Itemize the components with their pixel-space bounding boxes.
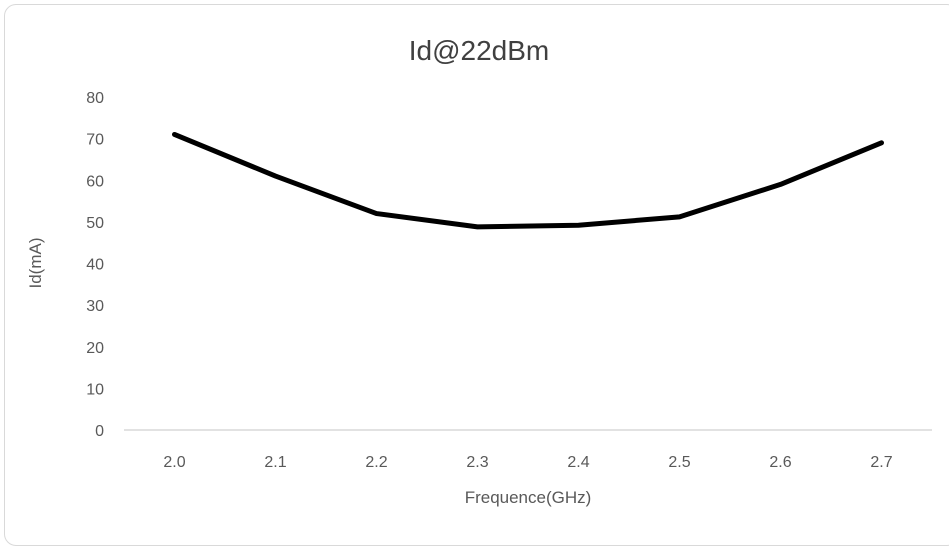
x-tick-label: 2.7 [870, 454, 892, 471]
x-tick-label: 2.1 [264, 454, 286, 471]
y-axis-title: Id(mA) [26, 238, 45, 289]
y-tick-label: 80 [86, 90, 104, 107]
x-tick-label: 2.0 [163, 454, 185, 471]
y-tick-label: 0 [95, 423, 104, 440]
x-tick-label: 2.4 [567, 454, 589, 471]
y-tick-label: 40 [86, 257, 104, 274]
x-tick-label: 2.6 [769, 454, 791, 471]
y-axis-ticks: 0 10 20 30 40 50 60 70 80 [86, 90, 104, 440]
chart-title: Id@22dBm [409, 35, 550, 66]
x-axis-ticks: 2.0 2.1 2.2 2.3 2.4 2.5 2.6 2.7 [163, 454, 892, 471]
x-tick-label: 2.3 [466, 454, 488, 471]
series-line [172, 131, 884, 230]
y-tick-label: 10 [86, 381, 104, 398]
x-tick-label: 2.5 [668, 454, 690, 471]
series-layer [172, 131, 884, 230]
y-tick-label: 20 [86, 340, 104, 357]
y-tick-label: 60 [86, 173, 104, 190]
y-tick-label: 50 [86, 215, 104, 232]
chart-frame [4, 4, 949, 546]
y-tick-label: 30 [86, 298, 104, 315]
x-tick-label: 2.2 [365, 454, 387, 471]
y-tick-label: 70 [86, 132, 104, 149]
x-axis-title: Frequence(GHz) [465, 488, 592, 507]
